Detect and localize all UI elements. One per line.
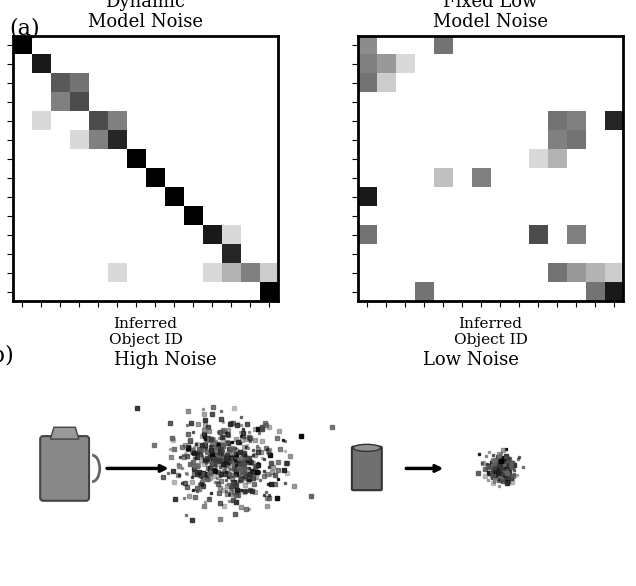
X-axis label: Inferred
Object ID: Inferred Object ID xyxy=(109,317,183,347)
Text: (b): (b) xyxy=(0,345,14,367)
X-axis label: Inferred
Object ID: Inferred Object ID xyxy=(453,317,527,347)
FancyBboxPatch shape xyxy=(352,447,382,490)
Text: (a): (a) xyxy=(10,18,40,40)
Text: Low Noise: Low Noise xyxy=(423,351,518,369)
Ellipse shape xyxy=(353,444,380,451)
Title: Fixed Low
Model Noise: Fixed Low Model Noise xyxy=(433,0,548,32)
Text: High Noise: High Noise xyxy=(114,351,217,369)
Title: Dynamic
Model Noise: Dynamic Model Noise xyxy=(88,0,203,32)
Polygon shape xyxy=(50,427,79,439)
FancyBboxPatch shape xyxy=(40,436,89,501)
